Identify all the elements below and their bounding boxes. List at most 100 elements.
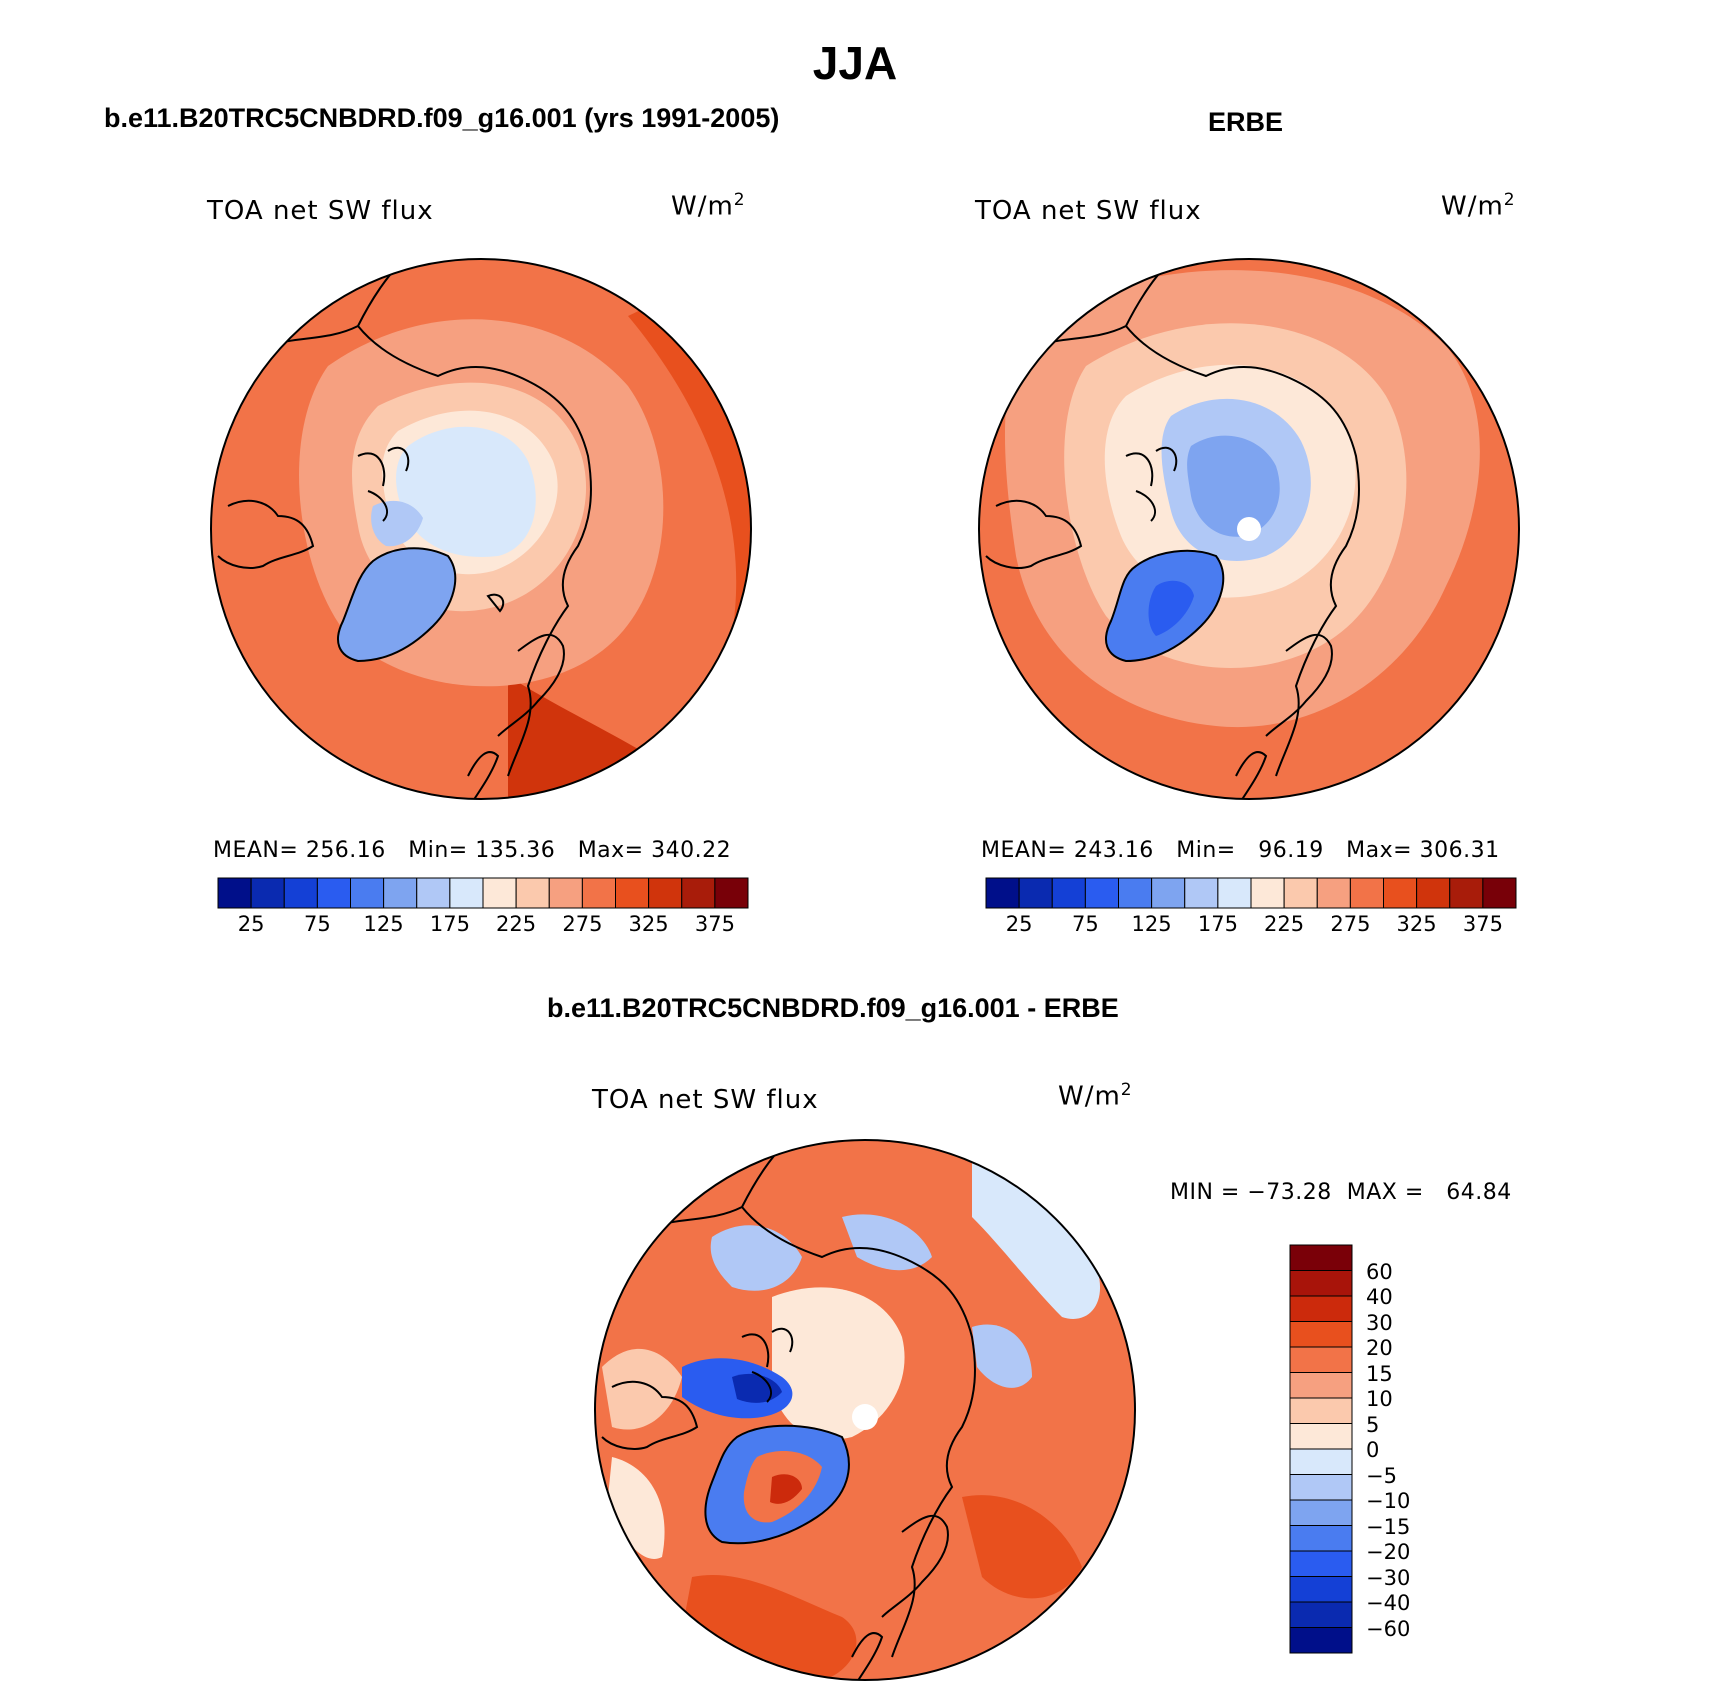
- model-units-label: W/m2: [671, 190, 746, 222]
- model-colorbar-tick: 175: [429, 912, 470, 936]
- model-colorbar-swatch: [482, 877, 517, 909]
- diff-colorbar-swatch: [1289, 1423, 1353, 1450]
- model-colorbar-swatch: [515, 877, 550, 909]
- diff-field-red-core: [770, 1474, 802, 1504]
- model-field-archipelago: [371, 500, 423, 547]
- diff-colorbar-tick: −30: [1366, 1565, 1411, 1590]
- obs-colorbar-swatch: [1118, 877, 1153, 909]
- model-stats: MEAN= 256.16 Min= 135.36 Max= 340.22: [213, 838, 732, 863]
- obs-colorbar-tick: 225: [1264, 912, 1305, 936]
- model-colorbar-swatch: [714, 877, 749, 909]
- obs-colorbar-tick: 375: [1462, 912, 1503, 936]
- obs-colorbar-swatch: [985, 877, 1020, 909]
- diff-colorbar-swatch: [1289, 1474, 1353, 1501]
- model-colorbar-swatch: [548, 877, 583, 909]
- model-field-arctic-ice: [396, 426, 536, 557]
- diff-variable-label: TOA net SW flux: [592, 1085, 819, 1115]
- diff-field-pale-patch-1: [602, 1348, 682, 1430]
- model-colorbar-swatch: [283, 877, 318, 909]
- model-map-border: [210, 258, 752, 800]
- diff-colorbar: [1289, 1244, 1353, 1654]
- model-colorbar-swatch: [383, 877, 418, 909]
- model-polar-map: [210, 258, 752, 800]
- obs-colorbar-tick: 275: [1330, 912, 1371, 936]
- obs-stats: MEAN= 243.16 Min= 96.19 Max= 306.31: [981, 838, 1500, 863]
- obs-colorbar-tick: 75: [1072, 912, 1099, 936]
- model-variable-label: TOA net SW flux: [207, 196, 434, 226]
- obs-colorbar-swatch: [1051, 877, 1086, 909]
- diff-colorbar-tick: 30: [1366, 1310, 1393, 1335]
- obs-field-greenland-core: [1148, 580, 1194, 636]
- diff-pole-hole: [852, 1404, 878, 1430]
- obs-colorbar-swatch: [1084, 877, 1119, 909]
- diff-colorbar-swatch: [1289, 1244, 1353, 1271]
- diff-colorbar-swatch: [1289, 1576, 1353, 1603]
- obs-colorbar-tick: 25: [1005, 912, 1033, 936]
- diff-colorbar-swatch: [1289, 1372, 1353, 1399]
- diff-polar-map: [594, 1139, 1136, 1681]
- diff-colorbar-tick: 20: [1366, 1336, 1393, 1360]
- diff-colorbar-tick: −40: [1366, 1591, 1411, 1615]
- obs-colorbar-swatch: [1217, 877, 1252, 909]
- model-colorbar-swatch: [217, 877, 252, 909]
- obs-units-label: W/m2: [1441, 190, 1516, 222]
- diff-colorbar-tick: −60: [1366, 1616, 1411, 1641]
- diff-colorbar-swatch: [1289, 1601, 1353, 1628]
- diff-panel-title: b.e11.B20TRC5CNBDRD.f09_g16.001 - ERBE: [547, 993, 1119, 1023]
- obs-coastlines: [985, 265, 1360, 799]
- model-colorbar-swatch: [416, 877, 451, 909]
- model-colorbar: [217, 877, 749, 909]
- obs-colorbar-swatch: [1283, 877, 1318, 909]
- model-colorbar-tick: 125: [363, 912, 404, 936]
- model-colorbar-swatch: [250, 877, 285, 909]
- diff-field-blue-patch-2: [710, 1225, 802, 1291]
- model-colorbar-swatch: [449, 877, 484, 909]
- obs-field-ice-core: [1187, 435, 1280, 537]
- obs-variable-label: TOA net SW flux: [975, 196, 1202, 226]
- obs-colorbar-tick: 125: [1131, 912, 1172, 936]
- diff-colorbar-tick: 0: [1366, 1438, 1380, 1462]
- diff-colorbar-swatch: [1289, 1499, 1353, 1526]
- diff-colorbar-swatch: [1289, 1270, 1353, 1297]
- obs-colorbar-swatch: [1250, 877, 1285, 909]
- diff-colorbar-tick: 40: [1366, 1285, 1393, 1309]
- diff-coastlines: [601, 1146, 976, 1680]
- obs-colorbar-tick: 175: [1197, 912, 1238, 936]
- diff-colorbar-swatch: [1289, 1550, 1353, 1577]
- obs-pole-hole: [1237, 517, 1261, 541]
- obs-colorbar-tick: 325: [1396, 912, 1437, 936]
- diff-colorbar-tick: −15: [1366, 1514, 1411, 1539]
- model-colorbar-ticks: 25 75 125 175 225 275 325 375: [218, 912, 748, 940]
- obs-colorbar-swatch: [1018, 877, 1053, 909]
- obs-colorbar-swatch: [1383, 877, 1418, 909]
- obs-colorbar: [985, 877, 1517, 909]
- diff-colorbar-tick: 5: [1366, 1412, 1380, 1437]
- diff-field-blue-patch-3: [842, 1214, 932, 1271]
- diff-colorbar-swatch: [1289, 1321, 1353, 1348]
- model-colorbar-tick: 225: [496, 912, 537, 936]
- diff-stats: MIN = −73.28 MAX = 64.84: [1170, 1180, 1512, 1205]
- diff-field-pale-patch-2: [607, 1457, 665, 1559]
- diff-colorbar-swatch: [1289, 1448, 1353, 1475]
- diff-colorbar-swatch: [1289, 1295, 1353, 1322]
- diff-field-archipelago-dark: [732, 1373, 782, 1403]
- model-colorbar-swatch: [648, 877, 683, 909]
- obs-panel-title: ERBE: [1208, 107, 1284, 137]
- obs-polar-map: [978, 258, 1520, 800]
- obs-colorbar-ticks: 25 75 125 175 225 275 325 375: [986, 912, 1516, 940]
- diff-colorbar-tick: −20: [1366, 1540, 1411, 1564]
- model-field-greenland: [338, 548, 456, 661]
- model-colorbar-swatch: [615, 877, 650, 909]
- model-colorbar-tick: 275: [562, 912, 603, 936]
- diff-field-right-dark: [962, 1495, 1082, 1599]
- diff-colorbar-tick: −5: [1366, 1463, 1397, 1488]
- model-colorbar-tick: 25: [237, 912, 265, 936]
- model-colorbar-swatch: [581, 877, 616, 909]
- diff-colorbar-tick: 10: [1366, 1387, 1393, 1411]
- diff-colorbar-tick: 15: [1366, 1361, 1393, 1386]
- diff-colorbar-swatch: [1289, 1397, 1353, 1424]
- obs-colorbar-swatch: [1349, 877, 1384, 909]
- model-colorbar-tick: 75: [304, 912, 331, 936]
- model-colorbar-swatch: [316, 877, 351, 909]
- obs-colorbar-swatch: [1184, 877, 1219, 909]
